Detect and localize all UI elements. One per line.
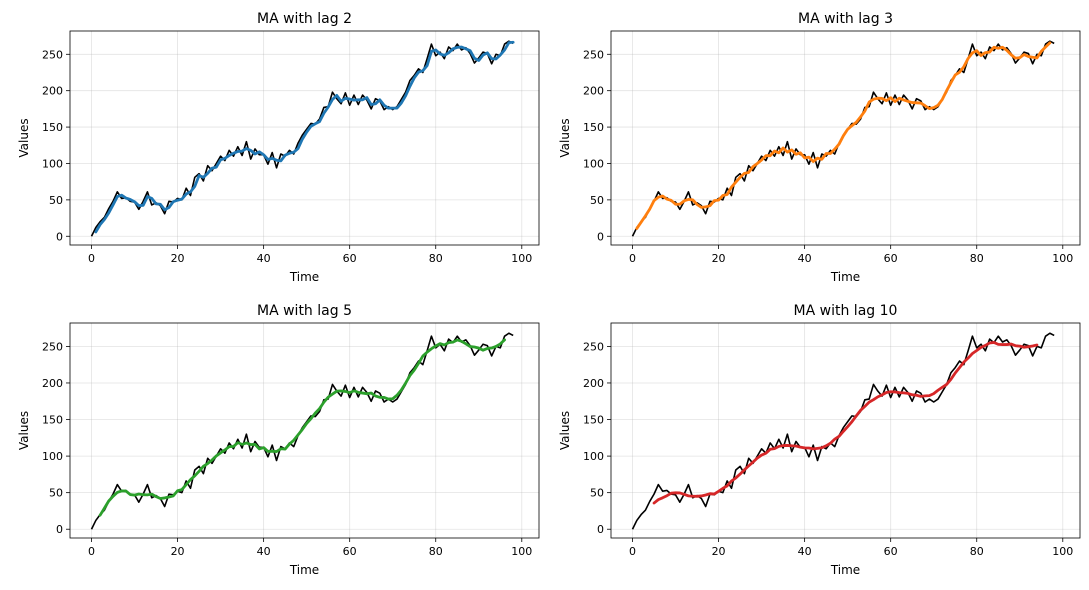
y-tick-label: 150 (583, 121, 604, 134)
y-axis-label: Values (17, 118, 31, 157)
ma-series-line (98, 338, 506, 517)
x-tick-label: 40 (798, 545, 812, 558)
axes-frame (610, 30, 1081, 246)
ma-series-line (635, 41, 1052, 230)
y-tick-label: 0 (597, 523, 604, 536)
y-tick-label: 50 (49, 194, 63, 207)
x-tick-label: 100 (511, 545, 532, 558)
raw-series-line (631, 332, 1055, 530)
axes-frame (69, 30, 540, 246)
y-tick-label: 0 (56, 523, 63, 536)
x-tick-label: 0 (88, 545, 95, 558)
panel-3: 0 20 40 60 80 100 0 50 100 150 200 250 MA with lag 5… (17, 303, 540, 577)
x-tick-label: 60 (343, 252, 357, 265)
y-tick-label: 150 (42, 414, 63, 427)
y-axis-label: Values (558, 411, 572, 450)
x-tick-label: 60 (343, 545, 357, 558)
y-tick-label: 250 (42, 48, 63, 61)
y-tick-label: 50 (590, 194, 604, 207)
y-tick-label: 150 (583, 414, 604, 427)
y-tick-label: 0 (597, 230, 604, 243)
raw-series-line (90, 40, 514, 237)
x-axis-label: Time (830, 270, 860, 284)
y-axis-label: Values (17, 411, 31, 450)
ma-series-line (652, 341, 1039, 505)
chart-title: MA with lag 2 (257, 11, 352, 27)
x-tick-label: 80 (429, 252, 443, 265)
x-tick-label: 60 (884, 545, 898, 558)
y-tick-label: 200 (42, 377, 63, 390)
x-tick-label: 20 (712, 252, 726, 265)
x-tick-label: 100 (1052, 545, 1073, 558)
y-tick-label: 0 (56, 230, 63, 243)
chart-title: MA with lag 3 (798, 11, 893, 27)
y-axis-label: Values (558, 118, 572, 157)
chart-title: MA with lag 5 (257, 303, 352, 319)
x-tick-label: 20 (712, 545, 726, 558)
panel-2: 0 20 40 60 80 100 0 50 100 150 200 250 MA with lag 3… (558, 11, 1081, 284)
x-tick-label: 40 (257, 252, 271, 265)
axes-frame (610, 322, 1081, 539)
axes-frame (69, 322, 540, 539)
x-tick-label: 0 (88, 252, 95, 265)
x-tick-label: 40 (798, 252, 812, 265)
x-tick-label: 80 (970, 252, 984, 265)
ma-series-line (94, 40, 515, 234)
y-tick-label: 250 (583, 48, 604, 61)
panel-4: 0 20 40 60 80 100 0 50 100 150 200 250 MA with lag 1… (558, 303, 1081, 577)
x-tick-label: 20 (171, 252, 185, 265)
x-tick-label: 100 (1052, 252, 1073, 265)
y-tick-label: 50 (49, 487, 63, 500)
x-axis-label: Time (289, 270, 319, 284)
y-tick-label: 100 (42, 157, 63, 170)
y-tick-label: 100 (42, 450, 63, 463)
y-tick-label: 200 (42, 85, 63, 98)
y-tick-label: 50 (590, 487, 604, 500)
x-tick-label: 100 (511, 252, 532, 265)
y-tick-label: 150 (42, 121, 63, 134)
x-tick-label: 0 (629, 252, 636, 265)
y-tick-label: 100 (583, 157, 604, 170)
panel-1: 0 20 40 60 80 100 0 50 100 150 200 250 MA with lag 2… (17, 11, 540, 284)
y-tick-label: 100 (583, 450, 604, 463)
y-tick-label: 200 (583, 377, 604, 390)
chart-title: MA with lag 10 (794, 303, 898, 319)
x-tick-label: 80 (970, 545, 984, 558)
x-axis-label: Time (289, 563, 319, 577)
x-tick-label: 0 (629, 545, 636, 558)
y-tick-label: 250 (42, 340, 63, 353)
x-axis-label: Time (830, 563, 860, 577)
x-tick-label: 80 (429, 545, 443, 558)
x-tick-label: 40 (257, 545, 271, 558)
y-tick-label: 200 (583, 85, 604, 98)
y-tick-label: 250 (583, 340, 604, 353)
x-tick-label: 60 (884, 252, 898, 265)
x-tick-label: 20 (171, 545, 185, 558)
